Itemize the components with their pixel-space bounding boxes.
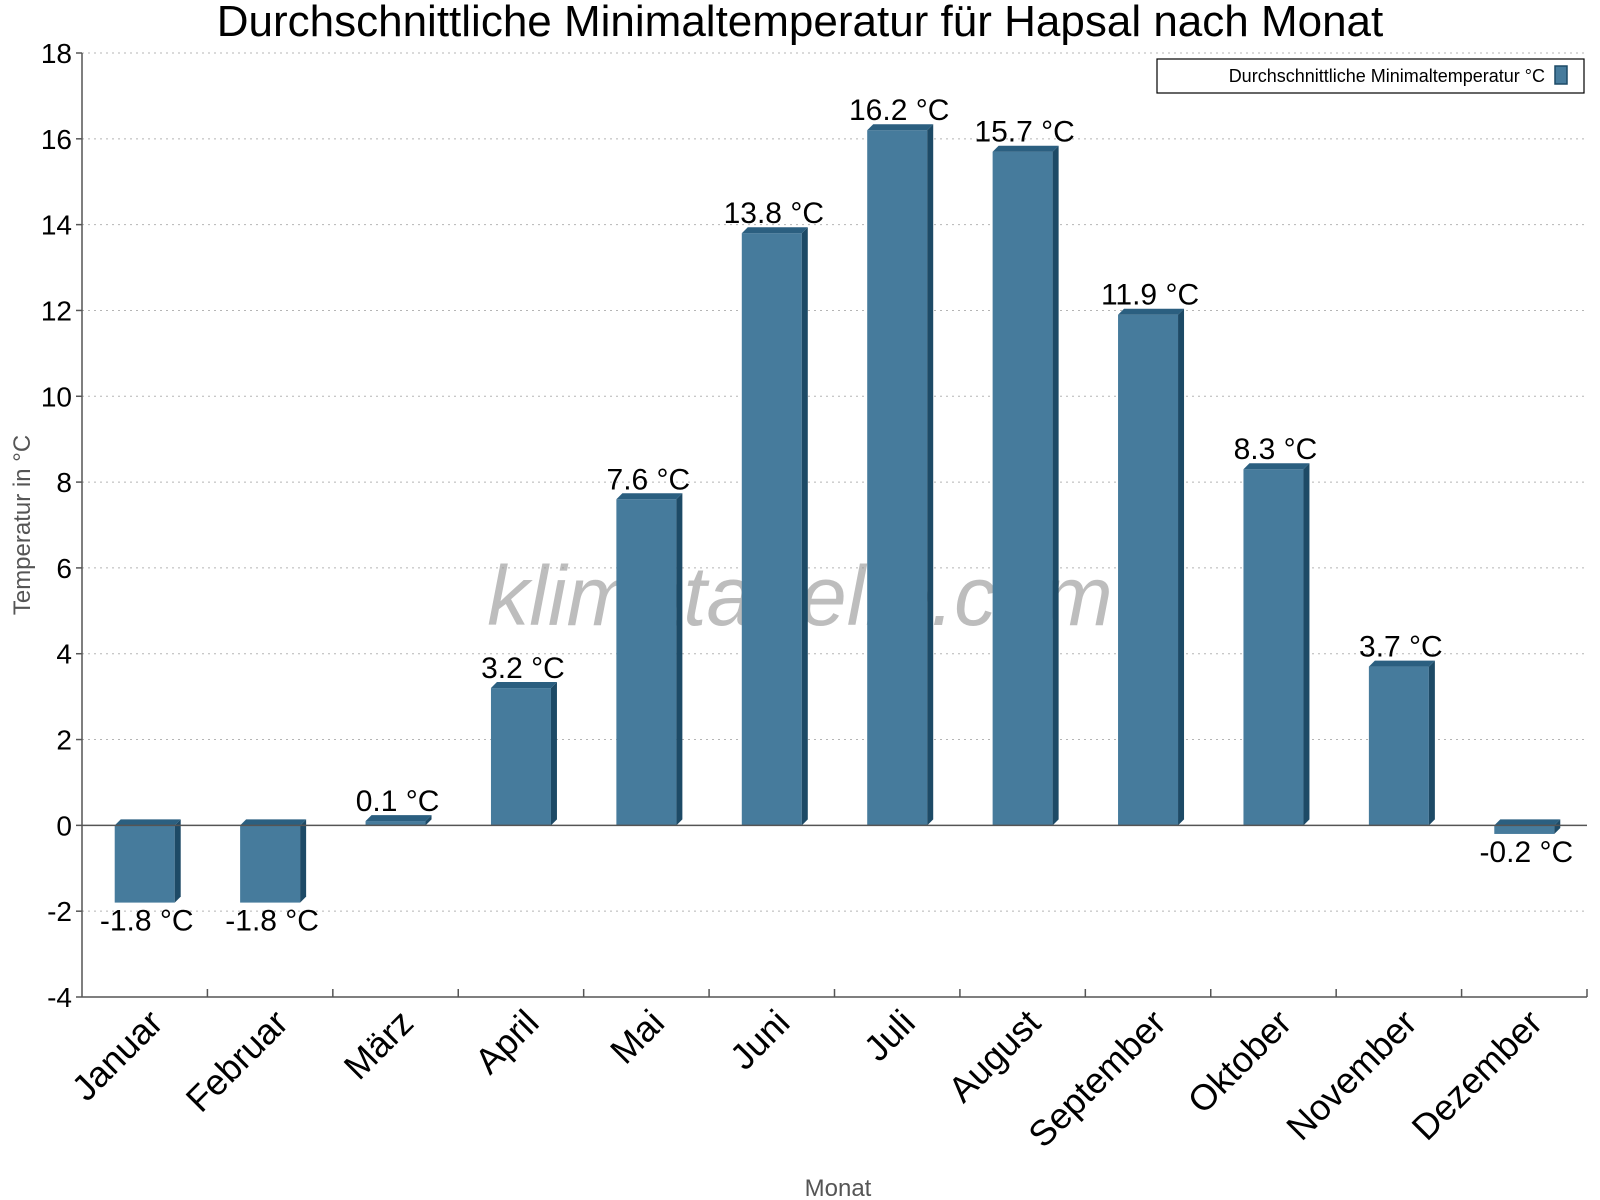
x-tick-label-3: April [467,1002,547,1082]
bar-5 [741,227,808,826]
x-axis-label: Monat [805,1175,872,1200]
x-tick-label-9: Oktober [1180,1002,1300,1122]
data-label-11: -0.2 °C [1479,836,1573,869]
bar-side-3 [550,682,557,826]
bar-side-10 [1428,660,1435,826]
axes [76,52,1588,998]
data-label-7: 15.7 °C [974,116,1074,149]
bar-front-8 [1118,314,1179,826]
y-tick-label-1: -2 [47,896,72,927]
y-axis-label: Temperatur in °C [9,435,36,615]
bar-10 [1368,660,1435,826]
bar-side-1 [300,819,307,903]
bar-front-3 [490,688,551,826]
bar-side-8 [1178,308,1185,826]
x-tick-label-11: Dezember [1404,1002,1550,1148]
y-tick-label-0: -4 [47,982,72,1013]
bar-front-6 [867,130,928,826]
x-tick-label-6: Juli [856,1002,923,1069]
data-label-3: 3.2 °C [481,652,565,685]
bar-side-5 [801,227,808,826]
bar-top-4 [616,493,683,500]
bar-front-4 [616,499,677,826]
x-tick-label-2: März [336,1002,422,1088]
y-tick-label-11: 18 [41,38,72,69]
bar-front-0 [114,825,175,903]
data-label-8: 11.9 °C [1101,279,1199,312]
bar-side-7 [1052,145,1059,826]
bar-2 [365,815,432,826]
bar-11 [1494,819,1561,834]
data-label-4: 7.6 °C [607,463,691,496]
bar-front-11 [1494,825,1555,834]
x-tick-label-10: November [1278,1002,1424,1148]
bar-top-8 [1118,308,1185,315]
bar-series [114,124,1561,903]
y-tick-label-8: 12 [41,295,72,326]
bar-side-4 [676,493,683,826]
y-tick-label-7: 10 [41,381,72,412]
x-tick-label-4: Mai [602,1002,672,1072]
bar-1 [240,819,307,903]
data-label-2: 0.1 °C [356,785,440,818]
bar-6 [867,124,934,826]
bar-side-0 [174,819,181,903]
bar-side-11 [1554,819,1561,834]
bar-top-3 [490,682,557,689]
bar-side-6 [927,124,934,826]
bar-4 [616,493,683,826]
data-label-5: 13.8 °C [724,197,824,230]
data-label-1: -1.8 °C [225,905,319,938]
bar-front-7 [992,151,1053,826]
x-tick-labels: Januar Februar März April Mai Juni Juli AugustS… [64,1002,1550,1156]
chart-title: Durchschnittliche Minimaltemperatur für … [217,0,1384,46]
bar-top-0 [114,819,181,826]
y-tick-label-4: 4 [56,639,72,670]
bar-0 [114,819,181,903]
data-label-0: -1.8 °C [100,905,194,938]
bar-top-10 [1368,660,1435,667]
x-tick-label-7: August [940,1002,1048,1110]
x-tick-label-0: Januar [64,1002,171,1109]
y-tick-label-2: 0 [56,810,72,841]
bar-top-7 [992,145,1059,152]
data-label-10: 3.7 °C [1359,631,1443,664]
bar-front-2 [365,821,426,826]
bar-top-1 [240,819,307,826]
x-tick-label-1: Februar [178,1002,296,1120]
legend-entry-label: Durchschnittliche Minimaltemperatur °C [1229,66,1545,86]
data-labels: -1.8 °C -1.8 °C 0.1 °C 3.2 °C 7.6 °C 13.8 °C 1… [100,94,1573,937]
bar-front-9 [1243,469,1304,826]
bar-front-10 [1368,666,1429,826]
data-label-9: 8.3 °C [1234,433,1318,466]
bar-top-5 [741,227,808,234]
y-tick-label-10: 16 [41,124,72,155]
bar-side-2 [425,815,432,826]
legend[interactable]: Durchschnittliche Minimaltemperatur °C [1156,58,1585,94]
bar-top-6 [867,124,934,131]
y-tick-label-3: 2 [56,725,72,756]
x-tick-label-5: Juni [722,1002,798,1078]
y-tick-label-6: 8 [56,467,72,498]
bar-8 [1118,308,1185,826]
bar-side-9 [1303,463,1310,826]
bar-front-1 [240,825,301,903]
legend-swatch [1554,65,1568,85]
grid-lines [82,52,1587,998]
data-label-6: 16.2 °C [849,94,949,127]
bar-3 [490,682,557,826]
bar-top-11 [1494,819,1561,826]
bar-top-9 [1243,463,1310,470]
x-tick-label-8: September [1020,1002,1174,1156]
bar-front-5 [741,233,802,826]
y-tick-labels: -4 -2 0 2 4 6 8 10 12 14 16 18 [41,38,72,1013]
bar-7 [992,145,1059,826]
legend-box [1156,58,1585,94]
bar-9 [1243,463,1310,826]
bar-top-2 [365,815,432,822]
y-tick-label-9: 14 [41,210,72,241]
y-tick-label-5: 6 [56,553,72,584]
